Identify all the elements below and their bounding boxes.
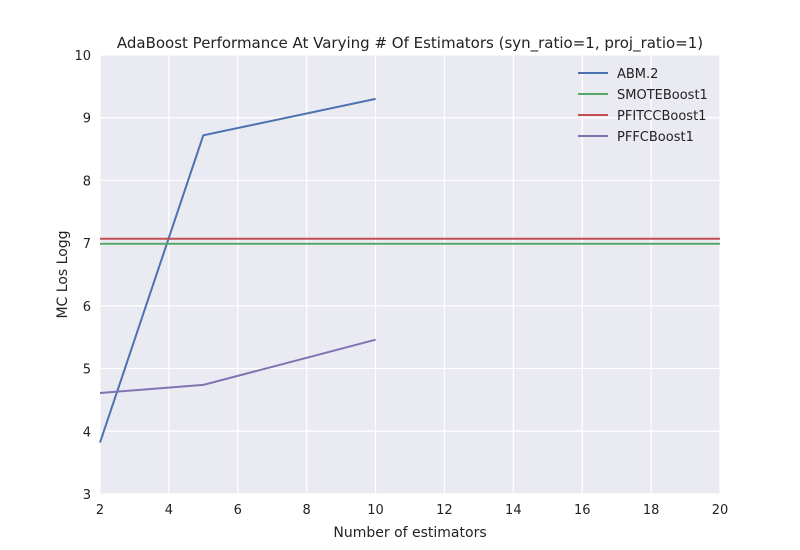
legend-label-pfitccboost1: PFITCCBoost1 xyxy=(617,109,706,124)
x-tick-label: 12 xyxy=(436,503,453,518)
x-tick-label: 10 xyxy=(367,503,384,518)
series-lines xyxy=(99,97,720,443)
x-tick-label: 8 xyxy=(303,503,311,518)
legend-label-smoteboost1: SMOTEBoost1 xyxy=(617,88,708,103)
x-axis-label: Number of estimators xyxy=(333,525,486,541)
x-tick-label: 14 xyxy=(505,503,522,518)
y-axis-label: MC Los Logg xyxy=(55,230,71,318)
x-tick-label: 2 xyxy=(96,503,104,518)
y-tick-label: 9 xyxy=(83,112,91,127)
x-tick-label: 20 xyxy=(712,503,729,518)
y-tick-label: 10 xyxy=(74,49,91,64)
y-tick-label: 7 xyxy=(83,237,91,252)
plot-background xyxy=(100,55,720,494)
y-tick-label: 4 xyxy=(83,425,91,440)
y-tick-label: 8 xyxy=(83,174,91,189)
x-tick-label: 18 xyxy=(643,503,660,518)
x-tick-labels: 2 4 6 8 10 12 14 16 18 20 xyxy=(96,503,728,518)
y-tick-labels: 3 4 5 6 7 8 9 10 xyxy=(74,49,91,503)
legend-label-abm-2: ABM.2 xyxy=(617,67,658,82)
y-tick-label: 6 xyxy=(83,300,91,315)
x-tick-label: 16 xyxy=(574,503,591,518)
legend-label-pffcboost1: PFFCBoost1 xyxy=(617,130,694,145)
y-tick-label: 5 xyxy=(83,363,91,378)
series-line-abm-2 xyxy=(99,97,376,443)
x-tick-label: 6 xyxy=(234,503,242,518)
chart-title: AdaBoost Performance At Varying # Of Est… xyxy=(117,34,703,53)
y-tick-label: 3 xyxy=(83,488,91,503)
x-tick-label: 4 xyxy=(165,503,173,518)
series-line-pffcboost1 xyxy=(99,338,376,394)
legend: ABM.2 SMOTEBoost1 PFITCCBoost1 PFFCBoost1 xyxy=(578,67,708,145)
